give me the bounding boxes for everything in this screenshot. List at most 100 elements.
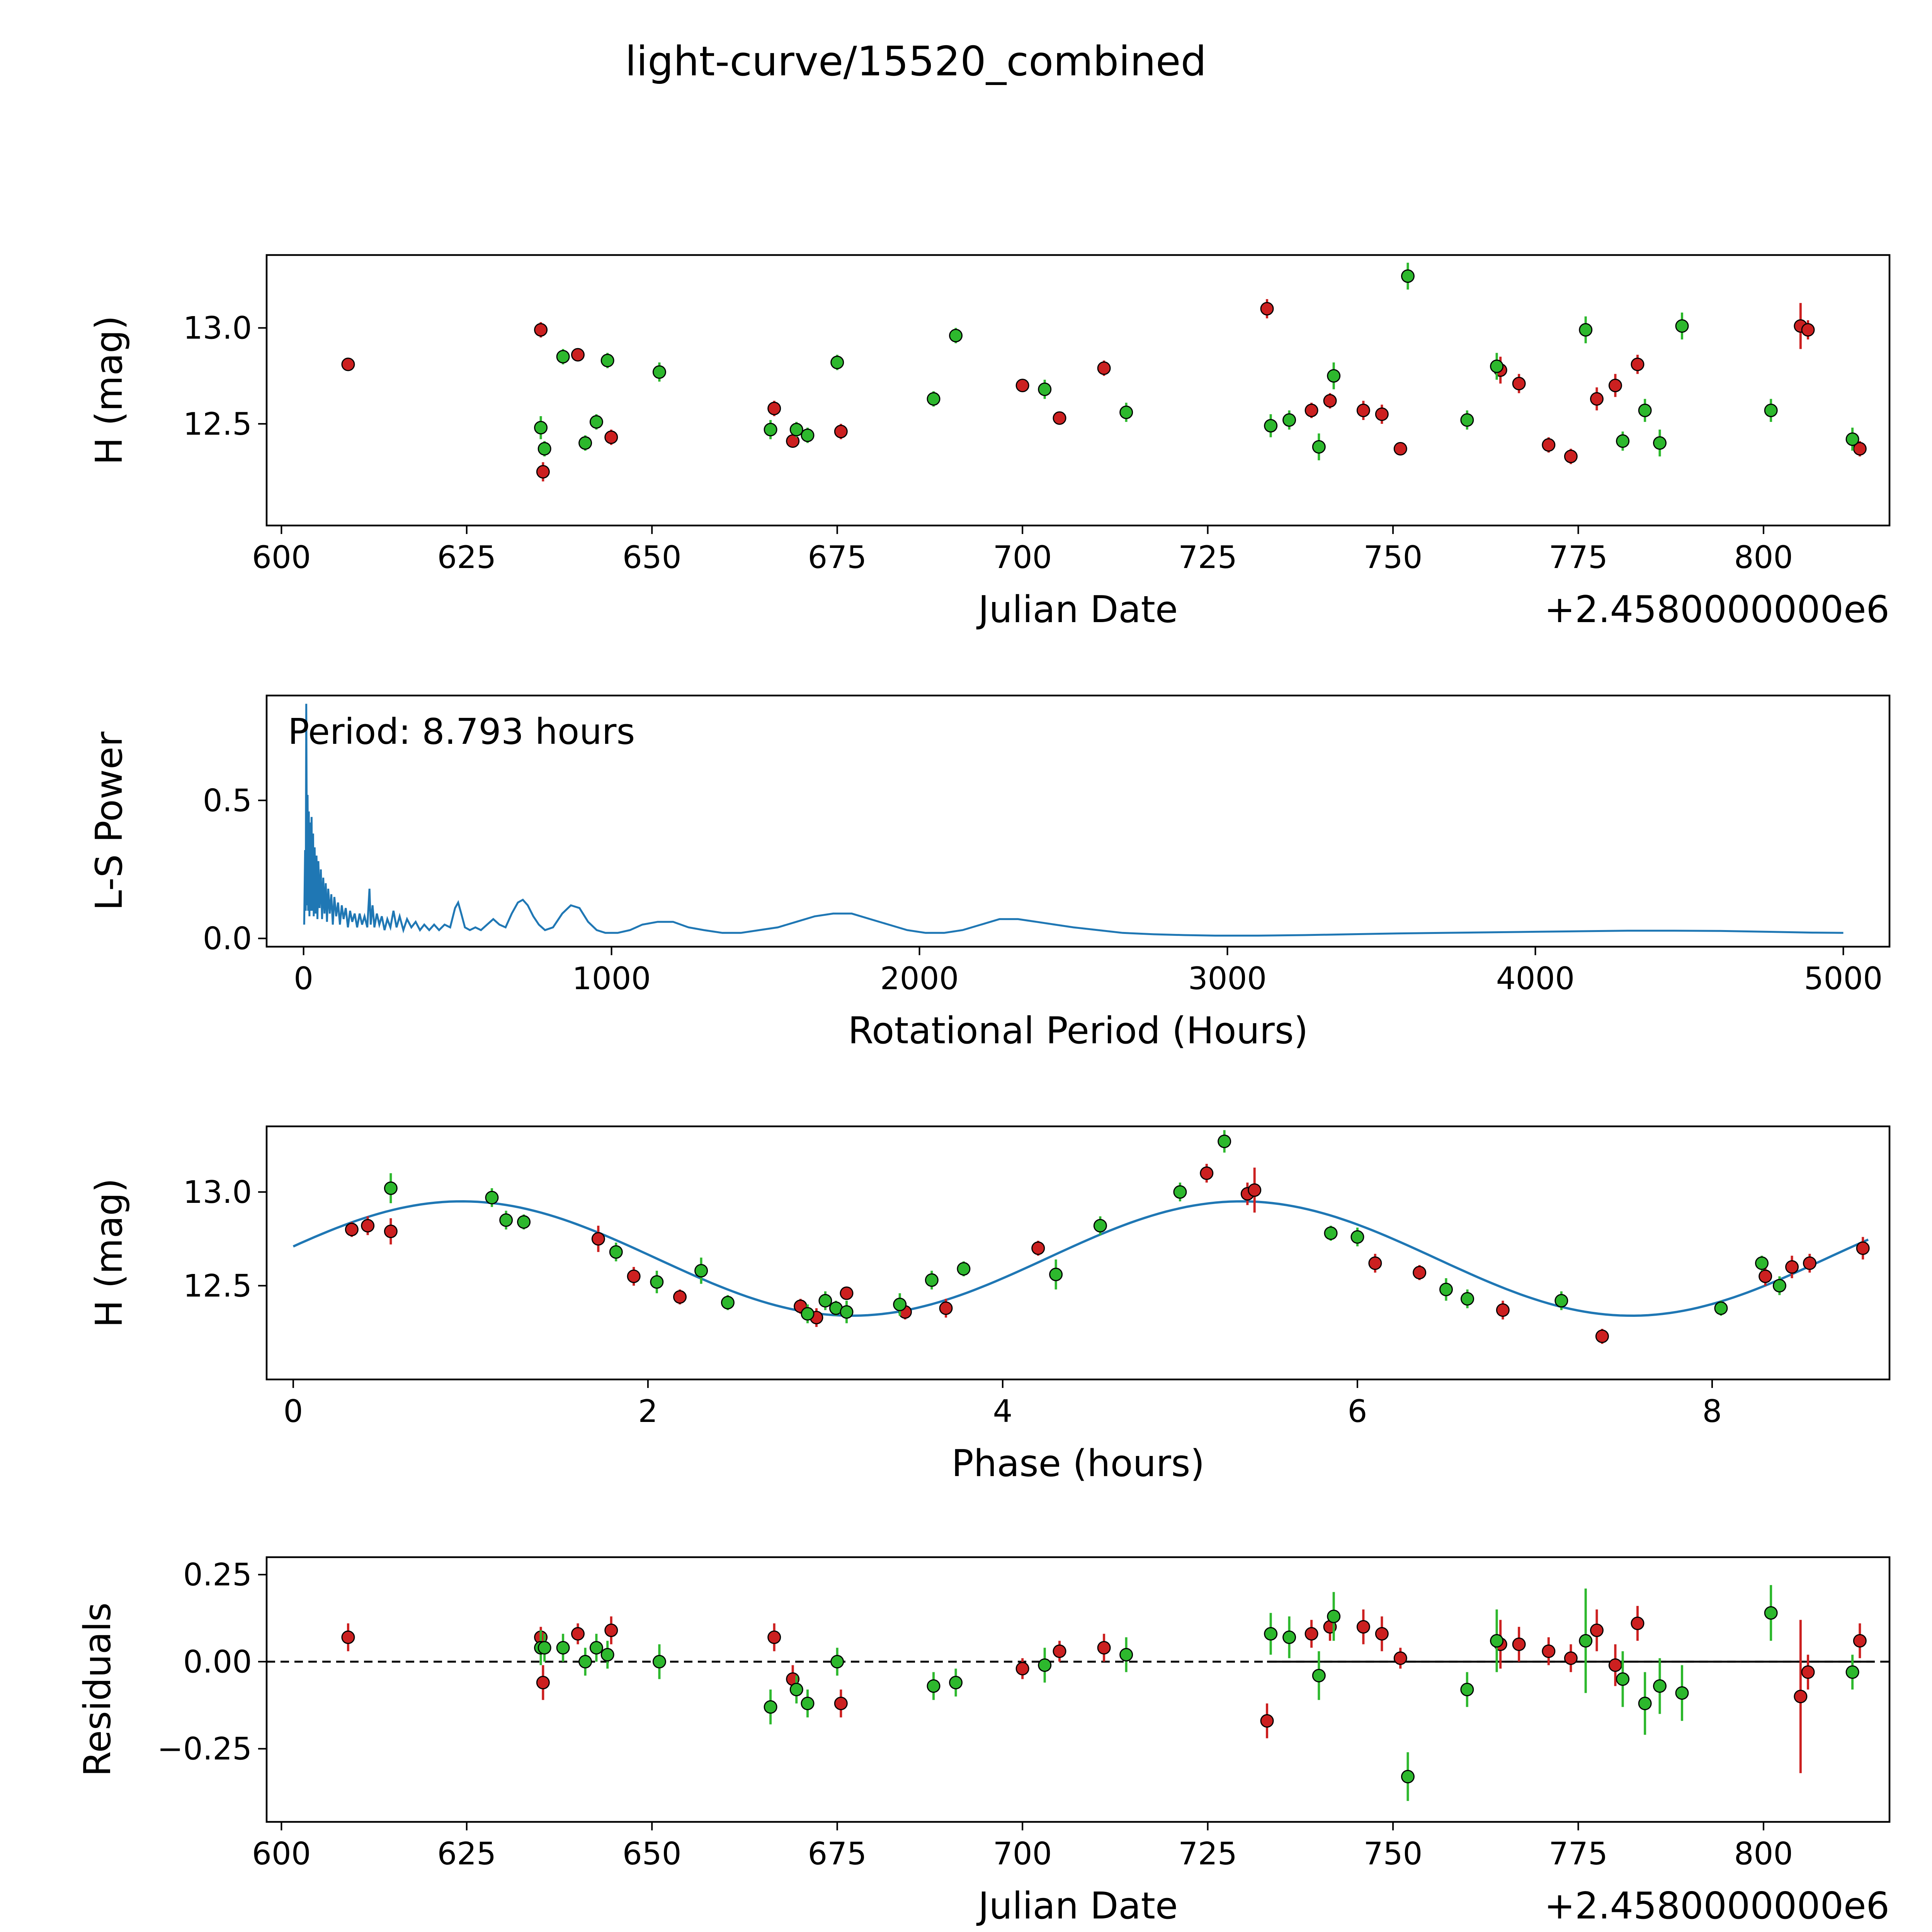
data-point bbox=[1675, 319, 1689, 333]
y-tick-label: 0.25 bbox=[183, 1557, 252, 1593]
figure-title: light-curve/15520_combined bbox=[625, 38, 1207, 85]
data-point bbox=[1653, 436, 1667, 450]
data-point bbox=[345, 1223, 359, 1236]
data-point bbox=[1460, 413, 1474, 427]
data-point bbox=[627, 1269, 641, 1283]
phase-red-series bbox=[345, 1164, 1870, 1344]
y-tick-label: 0.0 bbox=[203, 921, 252, 957]
data-point bbox=[1801, 1665, 1815, 1679]
x-tick-label: 700 bbox=[993, 1836, 1052, 1872]
data-point bbox=[571, 1627, 585, 1641]
data-point bbox=[1803, 1256, 1816, 1270]
data-point bbox=[1038, 383, 1052, 396]
x-tick-label: 6 bbox=[1347, 1393, 1367, 1429]
data-point bbox=[1608, 379, 1622, 393]
data-point bbox=[1616, 1672, 1630, 1686]
data-point bbox=[1461, 1292, 1475, 1306]
data-point bbox=[1512, 377, 1526, 391]
data-point bbox=[1327, 1609, 1341, 1623]
data-point bbox=[600, 354, 614, 367]
data-point bbox=[1260, 302, 1274, 316]
data-point bbox=[1304, 403, 1318, 417]
axes-box bbox=[265, 1125, 1891, 1381]
x-tick-label: 1000 bbox=[572, 961, 651, 997]
data-point bbox=[537, 1641, 551, 1655]
axes-box bbox=[265, 694, 1891, 948]
panel-residuals: 600 625 650 675 700 725 750 775 800 −0.25 0.00 0.25… bbox=[77, 1556, 1891, 1927]
data-point bbox=[1413, 1265, 1427, 1279]
data-point bbox=[485, 1190, 499, 1204]
data-point bbox=[1375, 1627, 1389, 1641]
x-tick-label: 5000 bbox=[1804, 961, 1883, 997]
x-tick-label: 2000 bbox=[880, 961, 959, 997]
data-point bbox=[1264, 1627, 1278, 1641]
data-point bbox=[341, 357, 355, 371]
data-point bbox=[556, 350, 570, 364]
data-point bbox=[949, 1675, 963, 1689]
data-point bbox=[589, 1641, 603, 1655]
data-point bbox=[1248, 1183, 1262, 1197]
data-point bbox=[604, 430, 618, 444]
data-point bbox=[361, 1219, 375, 1233]
residuals-xlabel: Julian Date bbox=[976, 1885, 1178, 1927]
residuals-red-series bbox=[341, 1606, 1867, 1773]
data-point bbox=[1490, 359, 1504, 373]
panel-periodogram: 0 1000 2000 3000 4000 5000 0.0 0.5 Rotational Pe… bbox=[88, 694, 1891, 1052]
lightcurve-xlabel: Julian Date bbox=[976, 588, 1178, 631]
y-tick-label: 13.0 bbox=[183, 1174, 252, 1210]
data-point bbox=[1401, 1770, 1415, 1784]
data-point bbox=[1031, 1241, 1045, 1255]
data-point bbox=[600, 1648, 614, 1662]
y-tick-label: 0.00 bbox=[183, 1644, 252, 1680]
data-point bbox=[652, 1655, 666, 1668]
data-point bbox=[1794, 1690, 1808, 1704]
data-point bbox=[1312, 440, 1326, 454]
x-tick-label: 800 bbox=[1734, 539, 1793, 575]
data-point bbox=[927, 1679, 940, 1693]
data-point bbox=[1764, 1606, 1778, 1620]
x-tick-label: 0 bbox=[283, 1393, 303, 1429]
data-point bbox=[1590, 1623, 1604, 1637]
data-point bbox=[1282, 413, 1296, 427]
data-point bbox=[1327, 369, 1341, 383]
data-point bbox=[1439, 1282, 1453, 1296]
data-point bbox=[925, 1273, 939, 1287]
panel-phase: 0 2 4 6 8 12.5 13.0 Phase (hours) H (mag) bbox=[88, 1125, 1891, 1485]
x-tick-label: 8 bbox=[1702, 1393, 1722, 1429]
data-point bbox=[1638, 403, 1652, 417]
x-tick-label: 650 bbox=[622, 1836, 682, 1872]
data-point bbox=[534, 421, 548, 435]
data-point bbox=[1173, 1185, 1187, 1199]
data-point bbox=[578, 1655, 592, 1668]
data-point bbox=[1260, 1714, 1274, 1728]
data-point bbox=[517, 1215, 531, 1229]
data-point bbox=[591, 1232, 605, 1246]
data-point bbox=[1375, 407, 1389, 421]
data-point bbox=[1631, 357, 1645, 371]
y-tick-label: 0.5 bbox=[203, 782, 252, 818]
data-point bbox=[1200, 1166, 1214, 1180]
data-point bbox=[1579, 1634, 1593, 1648]
data-point bbox=[1304, 1627, 1318, 1641]
panel-lightcurve: 600 625 650 675 700 725 750 775 800 12.5 13.0 Julia… bbox=[88, 254, 1891, 631]
data-point bbox=[1356, 403, 1370, 417]
data-point bbox=[604, 1623, 618, 1637]
data-point bbox=[1759, 1269, 1772, 1283]
data-point bbox=[1801, 323, 1815, 337]
data-point bbox=[830, 1655, 844, 1668]
data-point bbox=[1038, 1658, 1052, 1672]
data-point bbox=[384, 1225, 398, 1238]
phase-xlabel: Phase (hours) bbox=[951, 1442, 1204, 1485]
data-point bbox=[1564, 1651, 1578, 1665]
data-point bbox=[1393, 442, 1407, 456]
x-tick-label: 4000 bbox=[1496, 961, 1575, 997]
data-point bbox=[1356, 1620, 1370, 1634]
data-point bbox=[1714, 1301, 1728, 1315]
data-point bbox=[341, 1630, 355, 1644]
y-tick-label: 13.0 bbox=[183, 310, 252, 346]
x-tick-label: 0 bbox=[294, 961, 313, 997]
y-tick-label: −0.25 bbox=[157, 1731, 252, 1767]
data-point bbox=[1853, 1634, 1867, 1648]
data-point bbox=[1053, 411, 1066, 425]
data-point bbox=[1512, 1637, 1526, 1651]
